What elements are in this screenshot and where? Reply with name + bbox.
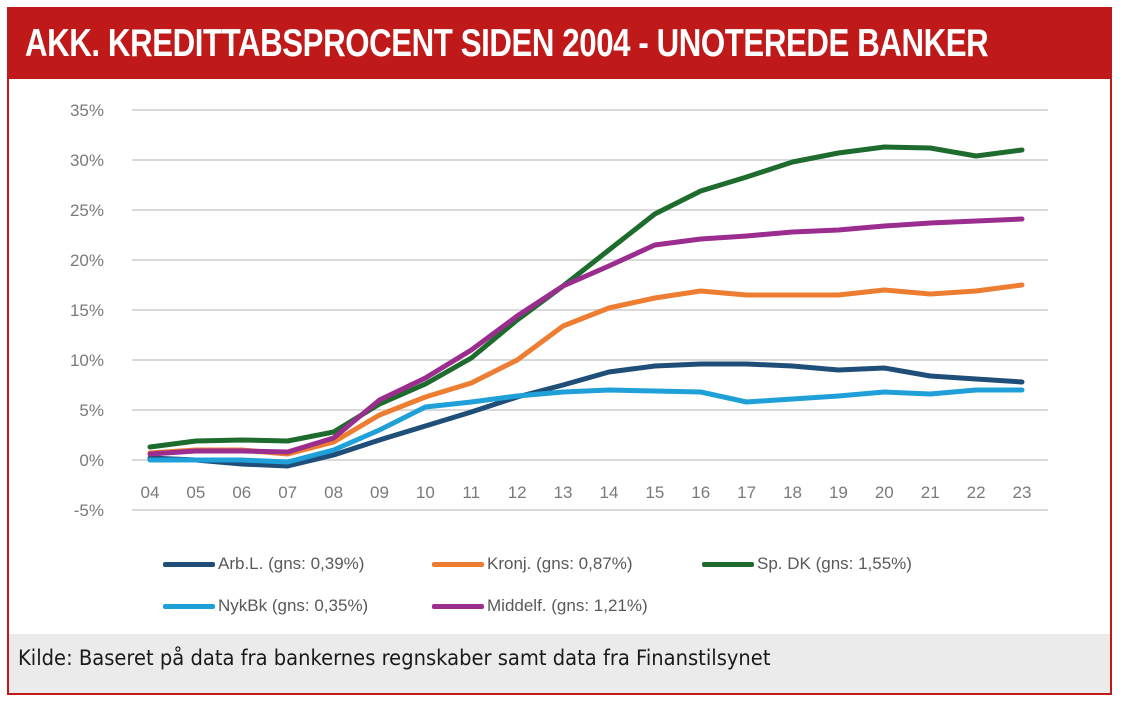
x-tick-label: 11	[462, 483, 480, 502]
chart-card: AKK. KREDITTABSPROCENT SIDEN 2004 - UNOT…	[7, 7, 1112, 695]
y-tick-label: 15%	[70, 301, 104, 320]
x-tick-label: 20	[875, 483, 894, 502]
x-tick-label: 08	[324, 483, 343, 502]
x-tick-label: 17	[737, 483, 756, 502]
title-bar: AKK. KREDITTABSPROCENT SIDEN 2004 - UNOT…	[9, 9, 1110, 79]
legend-item: Middelf. (gns: 1,21%)	[432, 594, 648, 618]
x-axis-ticks: 04 05 06 07 08 09 10 11 12 13 14 15 16 17 18 19 20 21 22 23	[141, 483, 1032, 502]
x-tick-label: 04	[141, 483, 160, 502]
y-tick-label: 25%	[70, 201, 104, 220]
x-tick-label: 05	[186, 483, 205, 502]
legend-label: Arb.L. (gns: 0,39%)	[218, 554, 365, 573]
legend-label: Middelf. (gns: 1,21%)	[487, 596, 648, 615]
series-line-4	[147, 216, 1025, 457]
x-tick-label: 14	[599, 483, 618, 502]
legend-swatch	[432, 561, 484, 567]
series-line-2	[147, 144, 1025, 450]
x-tick-label: 12	[508, 483, 527, 502]
y-tick-label: 0%	[79, 451, 104, 470]
x-tick-label: 15	[645, 483, 664, 502]
x-tick-label: 23	[1013, 483, 1032, 502]
legend-swatch	[163, 603, 215, 609]
legend-swatch	[432, 603, 484, 609]
source-bar: Kilde: Baseret på data fra bankernes reg…	[9, 634, 1110, 693]
y-tick-label: 20%	[70, 251, 104, 270]
x-tick-label: 10	[416, 483, 435, 502]
legend-label: Sp. DK (gns: 1,55%)	[757, 554, 912, 573]
legend-label: Kronj. (gns: 0,87%)	[487, 554, 633, 573]
series-line-0	[147, 361, 1025, 469]
y-tick-label: -5%	[74, 501, 104, 520]
x-tick-label: 18	[783, 483, 802, 502]
y-tick-label: 5%	[79, 401, 104, 420]
y-tick-label: 35%	[70, 101, 104, 120]
chart-title: AKK. KREDITTABSPROCENT SIDEN 2004 - UNOT…	[25, 22, 989, 65]
source-note: Kilde: Baseret på data fra bankernes reg…	[18, 646, 771, 670]
legend-label: NykBk (gns: 0,35%)	[218, 596, 369, 615]
legend-item: Sp. DK (gns: 1,55%)	[702, 552, 912, 576]
series-line-3	[147, 387, 1025, 465]
legend-item: NykBk (gns: 0,35%)	[163, 594, 368, 618]
x-tick-label: 07	[278, 483, 297, 502]
legend-swatch	[702, 561, 754, 567]
x-tick-label: 06	[232, 483, 251, 502]
x-tick-label: 16	[691, 483, 710, 502]
legend-swatch	[163, 561, 215, 567]
x-tick-label: 19	[829, 483, 848, 502]
series-lines	[147, 144, 1025, 469]
legend-item: Kronj. (gns: 0,87%)	[432, 552, 633, 576]
legend-item: Arb.L. (gns: 0,39%)	[163, 552, 364, 576]
x-tick-label: 22	[967, 483, 986, 502]
y-tick-label: 30%	[70, 151, 104, 170]
x-tick-label: 09	[370, 483, 389, 502]
y-tick-label: 10%	[70, 351, 104, 370]
y-axis-ticks: -5% 0% 5% 10% 15% 20% 25% 30% 35%	[70, 101, 104, 520]
x-tick-label: 13	[554, 483, 573, 502]
x-tick-label: 21	[921, 483, 940, 502]
